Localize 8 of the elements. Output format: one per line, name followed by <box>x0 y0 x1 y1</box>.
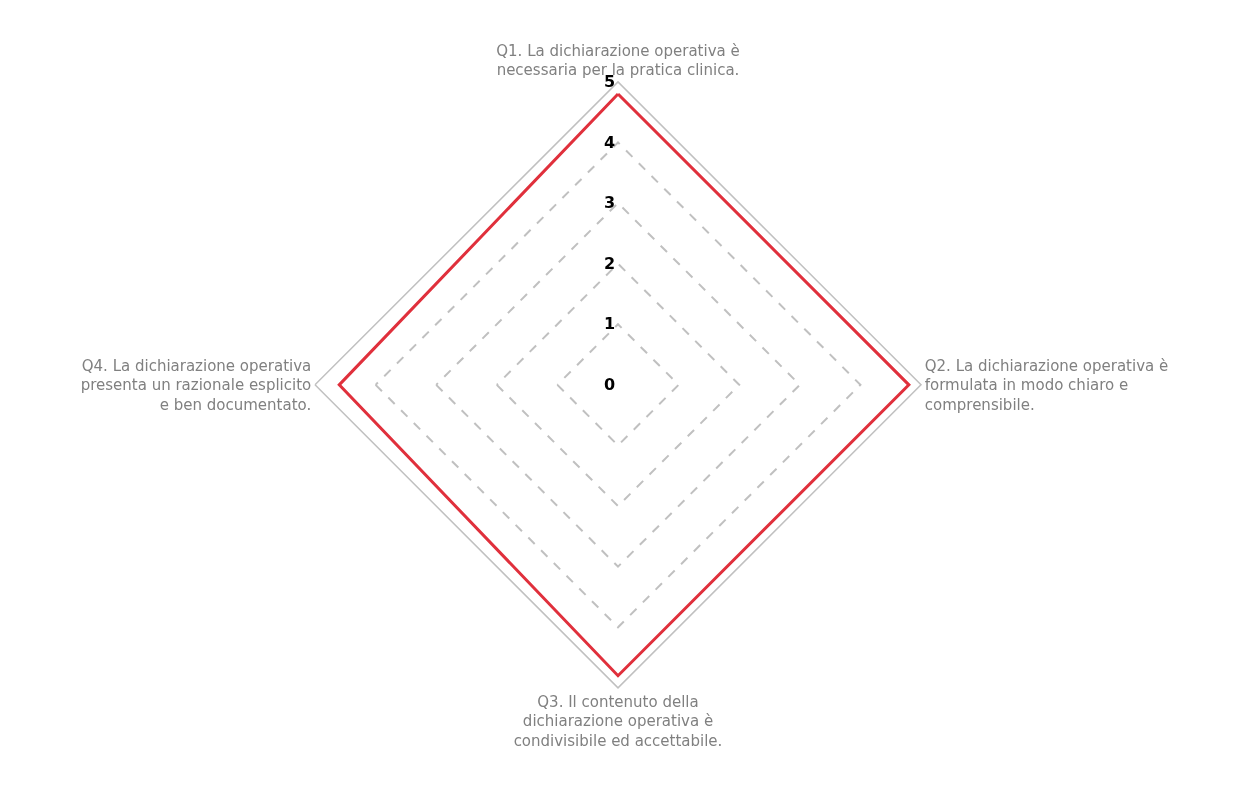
spoke-label: Q3. Il contenuto della dichiarazione operativa è condivisibile ed accettabile. <box>513 692 723 750</box>
y-tick-label: 3 <box>603 193 616 213</box>
spoke-label: Q2. La dichiarazione operativa è formulata in modo chiaro e comprensibile. <box>924 356 1169 414</box>
spoke-label: Q4. La dichiarazione operativa presenta un razionale esplicito e ben documentato. <box>80 356 312 414</box>
y-tick-label: 4 <box>603 132 616 152</box>
y-tick-label: 1 <box>603 314 616 334</box>
y-tick-label: 2 <box>603 253 616 273</box>
y-tick-label: 0 <box>603 375 616 395</box>
